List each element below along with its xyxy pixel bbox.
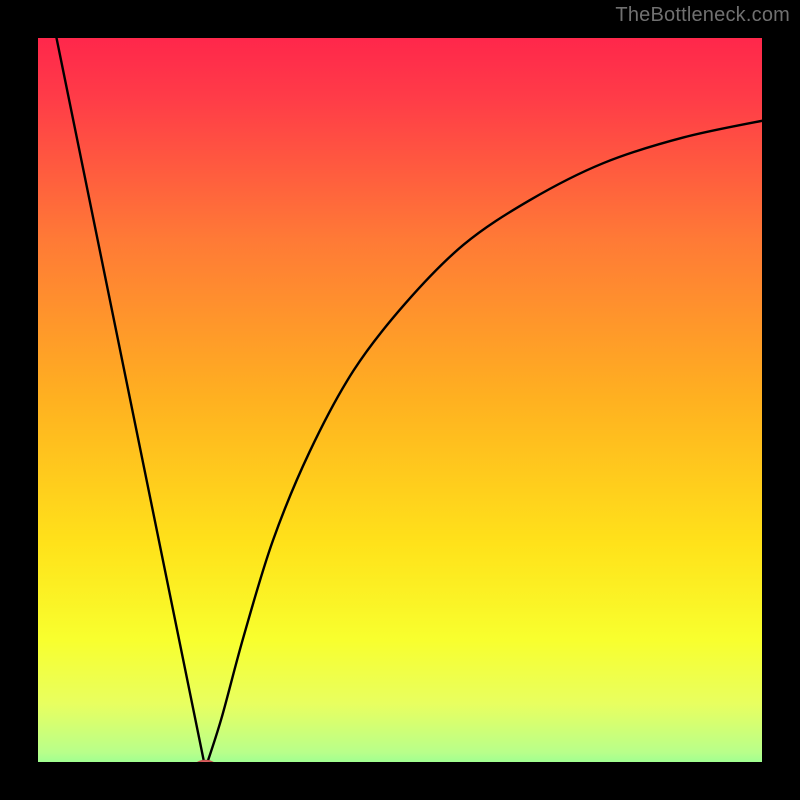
frame-border-left [0,0,38,800]
chart-svg [0,0,800,800]
watermark-text: TheBottleneck.com [615,4,790,27]
plot-background [0,0,800,800]
bottleneck-chart: TheBottleneck.com [0,0,800,800]
frame-border-right [762,0,800,800]
frame-border-bottom [0,762,800,800]
